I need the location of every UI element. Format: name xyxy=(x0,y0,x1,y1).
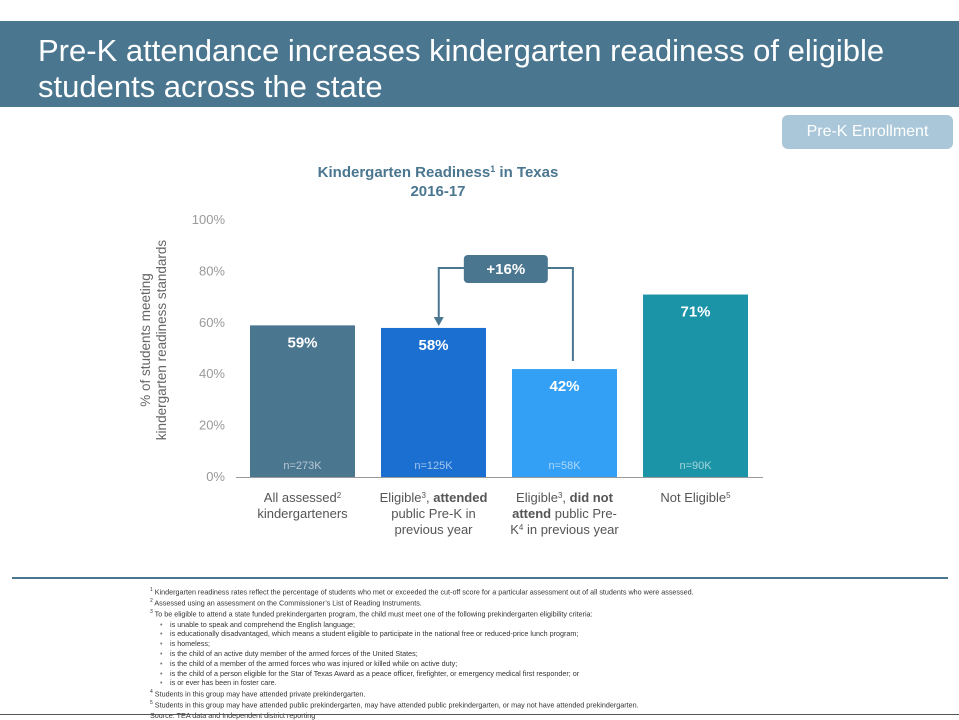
footnote-criterion: is homeless; xyxy=(150,639,950,649)
chart-subtitle: 2016-17 xyxy=(410,183,465,200)
y-tick-label: 40% xyxy=(199,366,225,381)
bar-n-label: n=273K xyxy=(283,460,322,472)
bar-value-label: 42% xyxy=(549,378,579,395)
footnote-text: Assessed using an assessment on the Comm… xyxy=(154,598,422,608)
annotation-badge xyxy=(463,255,548,283)
y-tick-label: 0% xyxy=(206,469,225,484)
footnote-item: 3 To be eligible to attend a state funde… xyxy=(150,608,950,619)
footnote-marker: 4 xyxy=(150,689,153,696)
footnote-text: Kindergarten readiness rates reflect the… xyxy=(154,587,694,597)
pre-k-enrollment-button[interactable]: Pre-K Enrollment xyxy=(782,115,953,149)
annotation-arrowhead xyxy=(433,316,444,326)
bottom-rule xyxy=(0,714,959,715)
footnote-text: is the child of a person eligible for th… xyxy=(170,668,580,678)
y-tick-label: 60% xyxy=(199,315,225,330)
annotation-label: +16% xyxy=(486,261,525,278)
bar-value-label: 59% xyxy=(287,334,317,351)
footnote-text: To be eligible to attend a state funded … xyxy=(154,609,593,619)
bar-chart: Kindergarten Readiness1 in Texas 2016-17%… xyxy=(138,164,763,537)
bar-n-label: n=125K xyxy=(414,460,453,472)
footnote-text: Source: TEA data and Independent distric… xyxy=(150,710,316,720)
footnote-item: 5 Students in this group may have attend… xyxy=(150,699,950,710)
category-label: Eligible3, did not attend public Pre-K4 i… xyxy=(510,490,619,537)
bar xyxy=(512,369,617,477)
bar xyxy=(250,325,355,477)
footnote-marker: 2 xyxy=(150,598,153,605)
category-label: Not Eligible5 xyxy=(660,490,731,505)
footnote-item: 2 Assessed using an assessment on the Co… xyxy=(150,597,950,608)
bar-n-label: n=90K xyxy=(679,460,712,472)
footnote-criterion: is the child of a person eligible for th… xyxy=(150,669,950,679)
footnote-text: is the child of a member of the armed fo… xyxy=(170,658,458,668)
header-banner: Pre-K attendance increases kindergarten … xyxy=(0,21,959,107)
y-tick-label: 80% xyxy=(199,263,225,278)
footnote-text: is educationally disadvantaged, which me… xyxy=(170,629,579,639)
footnote-text: Students in this group may have attended… xyxy=(154,700,639,710)
y-axis-title: % of students meetingkindergarten readin… xyxy=(138,240,169,441)
footnote-criterion: is unable to speak and comprehend the En… xyxy=(150,620,950,630)
footnote-criterion: is educationally disadvantaged, which me… xyxy=(150,629,950,639)
category-label: All assessed2 kindergarteners xyxy=(257,490,348,521)
bar-value-label: 71% xyxy=(680,304,710,321)
bar xyxy=(381,327,486,477)
footnote-text: is the child of an active duty member of… xyxy=(170,648,418,658)
bar-n-label: n=58K xyxy=(548,460,581,472)
footnote-text: is homeless; xyxy=(170,639,210,649)
footnotes: 1 Kindergarten readiness rates reflect t… xyxy=(150,586,950,720)
footnote-divider xyxy=(12,577,948,579)
y-tick-label: 20% xyxy=(199,418,225,433)
footnote-item: 1 Kindergarten readiness rates reflect t… xyxy=(150,586,950,597)
footnote-text: is unable to speak and comprehend the En… xyxy=(170,619,356,629)
chart-title: Kindergarten Readiness1 in Texas xyxy=(318,164,559,181)
footnote-criterion: is the child of a member of the armed fo… xyxy=(150,659,950,669)
footnote-marker: 5 xyxy=(150,700,153,707)
footnote-text: is or ever has been in foster care. xyxy=(170,678,277,688)
footnote-item: 4 Students in this group may have attend… xyxy=(150,688,950,699)
category-label: Eligible3, attended public Pre-K in previo… xyxy=(380,490,488,537)
footnote-text: Students in this group may have attended… xyxy=(154,689,366,699)
bar xyxy=(643,294,748,477)
footnote-criterion: is or ever has been in foster care. xyxy=(150,678,950,688)
bar-value-label: 58% xyxy=(418,337,448,354)
footnote-criterion: is the child of an active duty member of… xyxy=(150,649,950,659)
y-tick-label: 100% xyxy=(192,212,226,227)
footnote-marker: 3 xyxy=(150,609,153,616)
footnote-marker: 1 xyxy=(150,587,153,593)
page-title: Pre-K attendance increases kindergarten … xyxy=(38,33,885,104)
footnote-item: Source: TEA data and Independent distric… xyxy=(150,711,950,720)
